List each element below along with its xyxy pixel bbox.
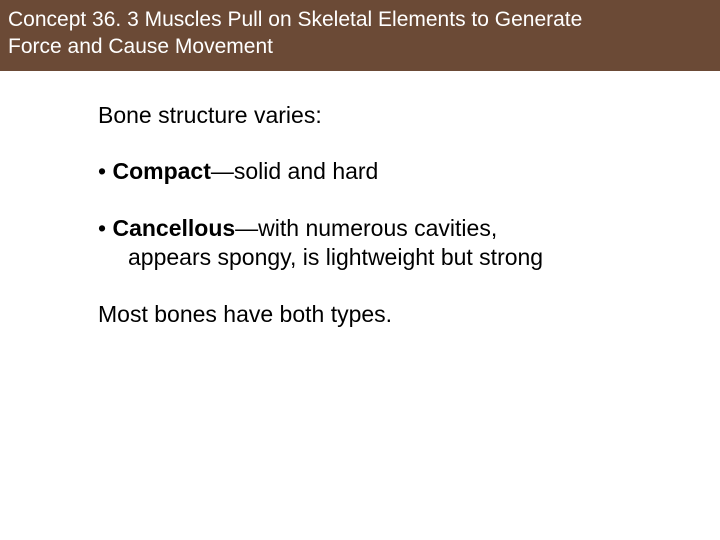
- slide-title-line2: Force and Cause Movement: [8, 33, 712, 60]
- slide-header: Concept 36. 3 Muscles Pull on Skeletal E…: [0, 0, 720, 71]
- bullet-dash: —: [235, 215, 258, 241]
- bullet-desc: solid and hard: [234, 158, 379, 184]
- closing-text: Most bones have both types.: [98, 300, 660, 329]
- bullet-dash: —: [211, 158, 234, 184]
- bullet-desc-line1: with numerous cavities,: [258, 215, 497, 241]
- bullet-cancellous: • Cancellous—with numerous cavities, app…: [98, 214, 660, 272]
- slide-title-line1: Concept 36. 3 Muscles Pull on Skeletal E…: [8, 6, 712, 33]
- bullet-term: Compact: [112, 158, 210, 184]
- bullet-dot: •: [98, 158, 112, 184]
- bullet-term: Cancellous: [112, 215, 235, 241]
- intro-text: Bone structure varies:: [98, 101, 660, 130]
- bullet-compact: • Compact—solid and hard: [98, 157, 660, 186]
- bullet-dot: •: [98, 215, 112, 241]
- bullet-desc-line2: appears spongy, is lightweight but stron…: [98, 243, 660, 272]
- slide-body: Bone structure varies: • Compact—solid a…: [0, 71, 720, 329]
